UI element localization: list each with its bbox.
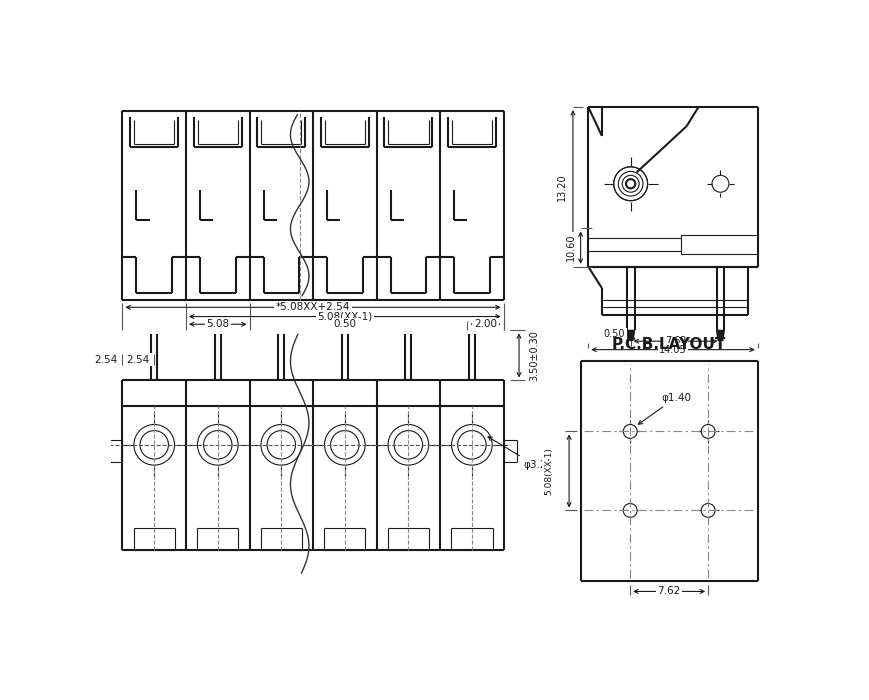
Text: 5.08(XX-1): 5.08(XX-1)	[543, 447, 552, 495]
Text: 7.62: 7.62	[657, 587, 680, 596]
Text: 5.08: 5.08	[206, 319, 229, 329]
Text: 7.62: 7.62	[664, 336, 686, 346]
Text: φ3.2: φ3.2	[488, 437, 546, 470]
Polygon shape	[626, 330, 634, 340]
Text: 0.50: 0.50	[603, 329, 625, 340]
Text: 13.20: 13.20	[556, 173, 567, 201]
Text: *5.08XX+2.54: *5.08XX+2.54	[275, 302, 350, 312]
Text: 2.54: 2.54	[127, 355, 149, 365]
Text: 10.60: 10.60	[565, 234, 575, 261]
Text: 2.00: 2.00	[474, 319, 496, 329]
Text: 2.54: 2.54	[95, 355, 117, 365]
Text: 14.05: 14.05	[659, 344, 686, 355]
Text: P.C.B.LAYOUT: P.C.B.LAYOUT	[611, 337, 726, 352]
Text: φ1.40: φ1.40	[638, 393, 690, 424]
Text: 3.50±0.30: 3.50±0.30	[529, 330, 539, 381]
Text: 5.08(XX-1): 5.08(XX-1)	[317, 312, 372, 321]
Text: 0.50: 0.50	[333, 319, 356, 329]
Polygon shape	[716, 330, 724, 340]
